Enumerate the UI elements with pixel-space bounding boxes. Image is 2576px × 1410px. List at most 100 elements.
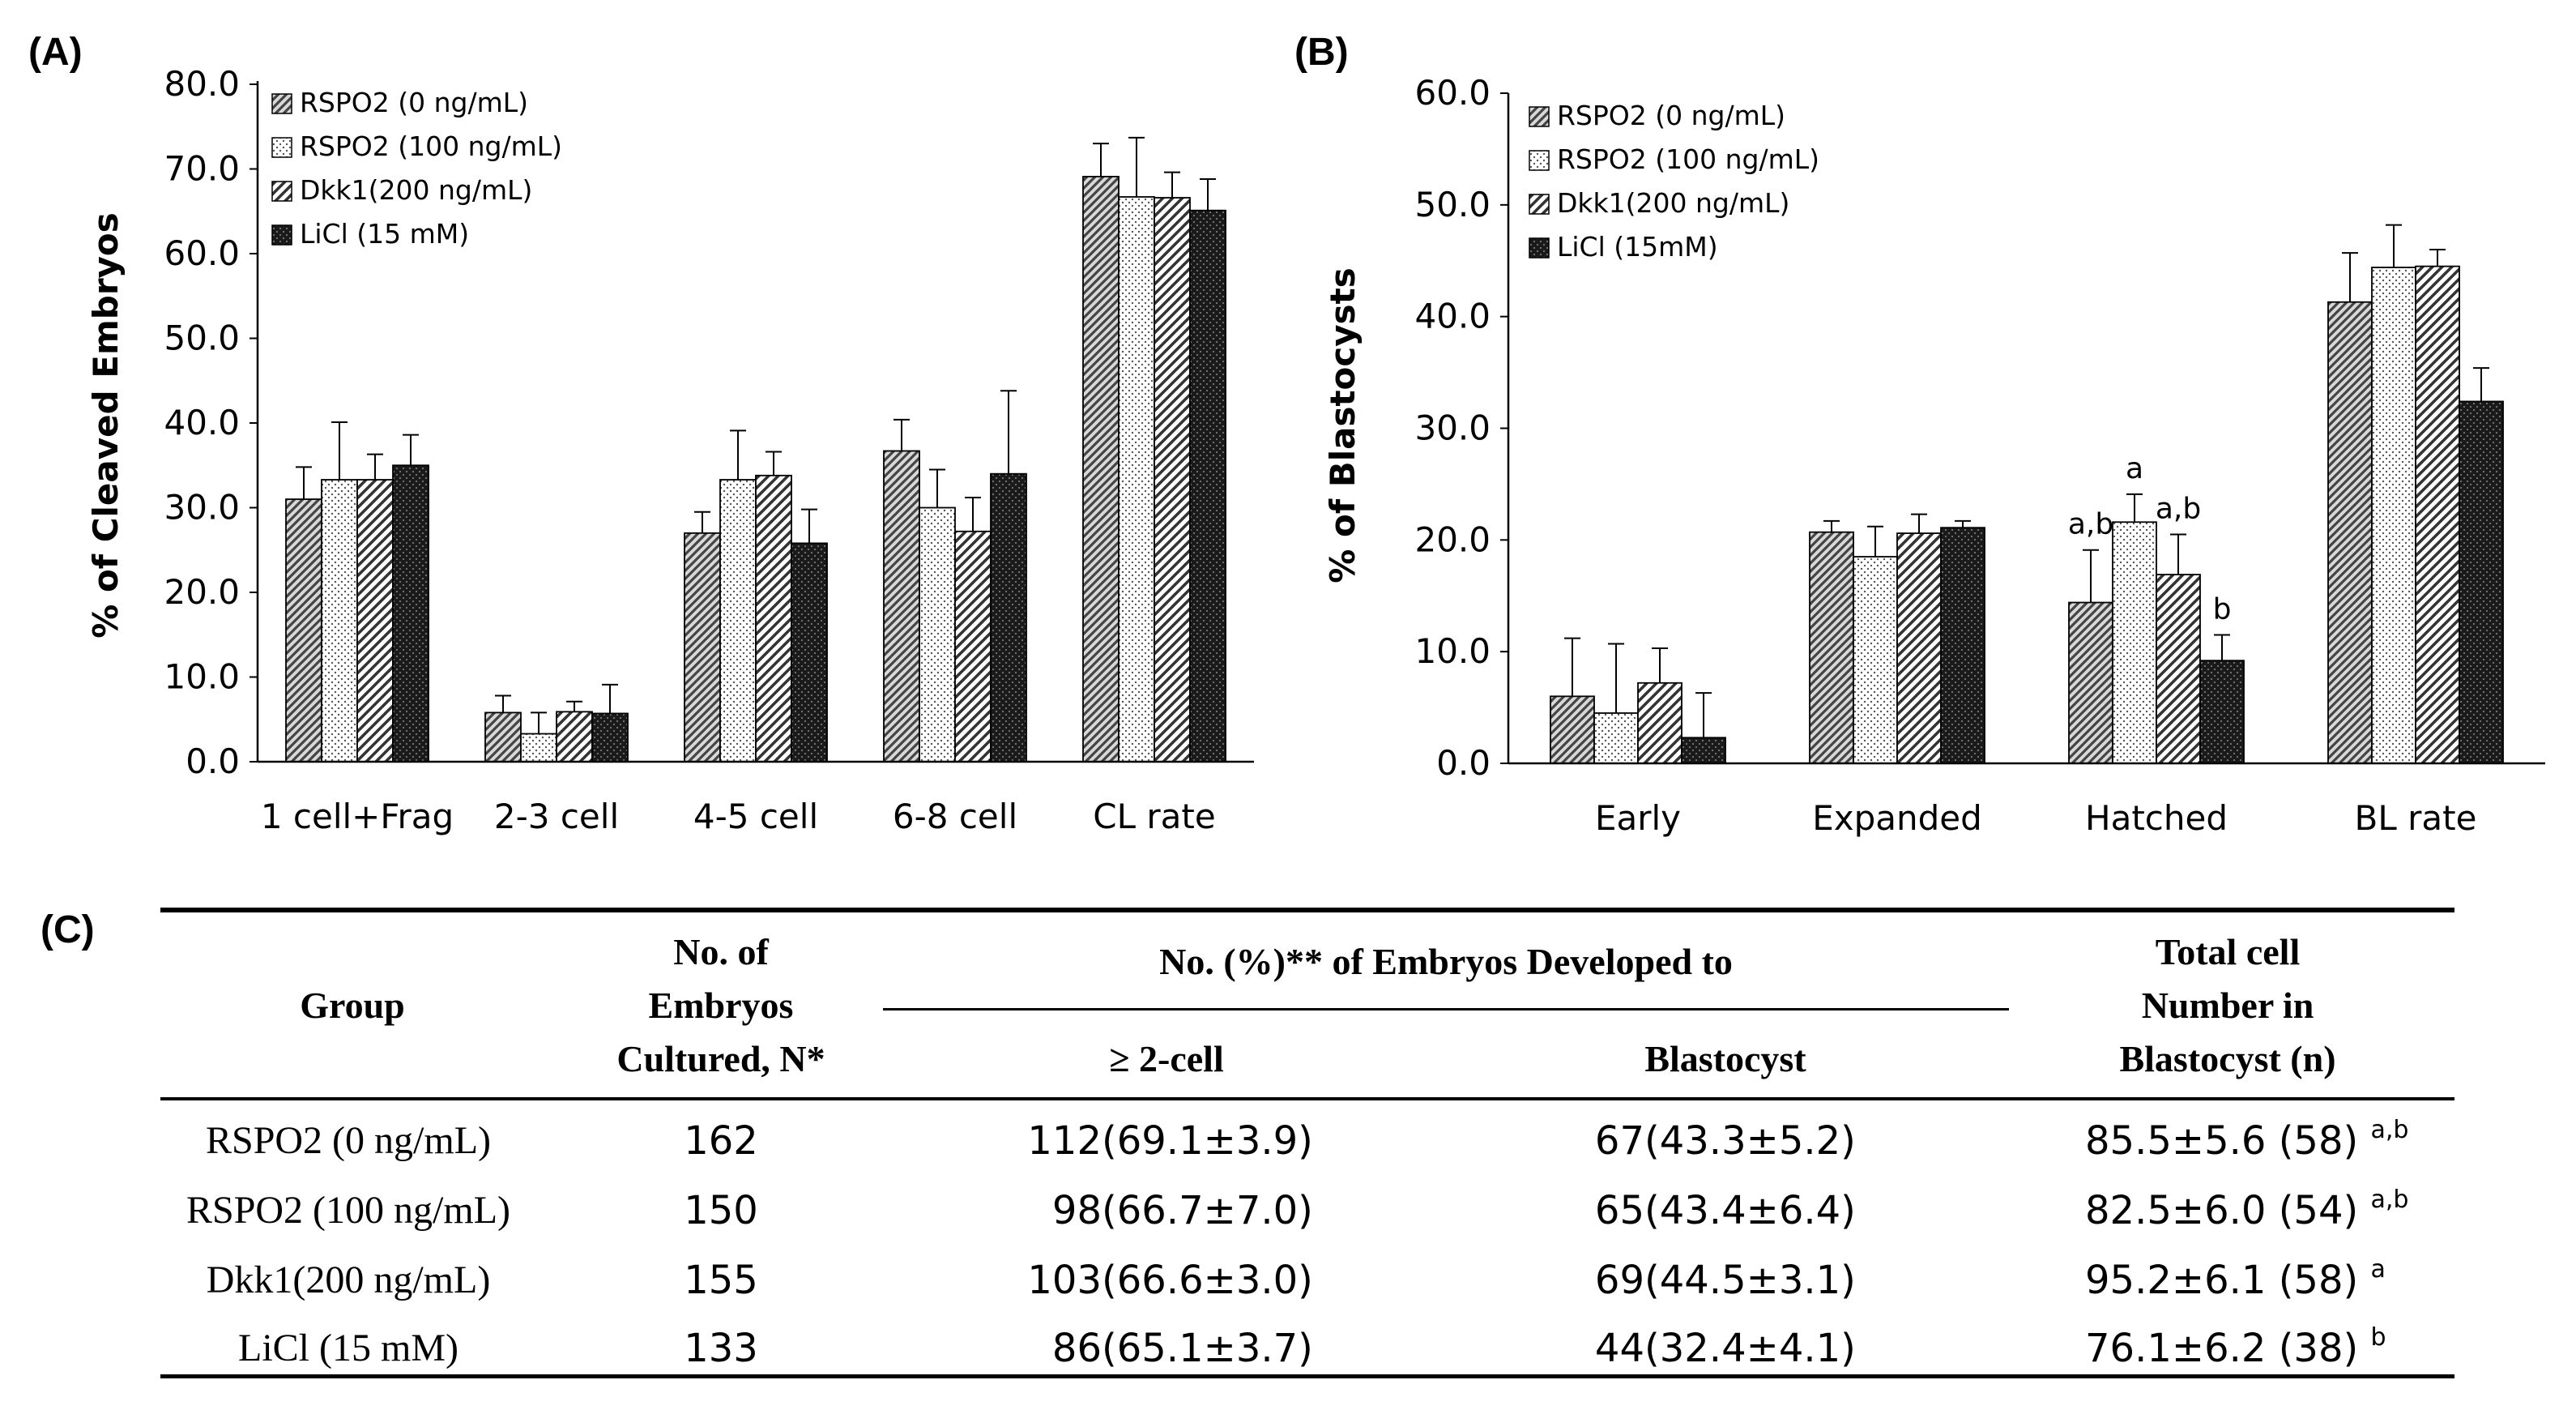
x-category-label: 1 cell+Frag xyxy=(261,797,454,836)
header-blastocyst: Blastocyst xyxy=(1644,1038,1806,1079)
legend-swatch-0 xyxy=(1529,106,1550,127)
row-3-cleaved: 86(65.1±3.7) xyxy=(956,1324,1320,1373)
legend-swatch-2 xyxy=(1529,194,1550,215)
y-tick-label: 10.0 xyxy=(164,657,240,697)
header-total-line-3: Blastocyst (n) xyxy=(2119,1038,2336,1079)
bar-6-8-cell-series-2 xyxy=(954,530,992,763)
row-1-cultured: 150 xyxy=(684,1188,758,1233)
row-1-blastocyst: 65(43.4±6.4) xyxy=(1515,1186,1879,1235)
bar-early-series-2 xyxy=(1637,682,1683,764)
bar-2-3-cell-series-0 xyxy=(484,711,522,763)
bar-early-series-0 xyxy=(1550,695,1595,764)
row-0-cultured: 162 xyxy=(684,1118,758,1164)
table-top-rule xyxy=(160,908,2454,912)
legend-label-1: RSPO2 (100 ng/mL) xyxy=(300,130,562,162)
x-category-label: 6-8 cell xyxy=(893,797,1017,836)
header-cultured-line-1: No. of xyxy=(673,931,769,972)
bar-4-5-cell-series-2 xyxy=(755,474,792,763)
bar-hatched-series-2 xyxy=(2156,574,2201,764)
x-category-label: Expanded xyxy=(1812,798,1982,838)
row-2-total-n: (58) xyxy=(2278,1258,2359,1303)
bar-4-5-cell-series-1 xyxy=(719,479,757,763)
row-3-total-sig: b xyxy=(2370,1323,2386,1352)
bar-cl-rate-series-2 xyxy=(1154,197,1191,763)
legend-label-2: Dkk1(200 ng/mL) xyxy=(300,174,532,206)
y-axis-label-a: % of Cleaved Embryos xyxy=(86,212,126,639)
row-2-total-sig: a xyxy=(2370,1255,2386,1284)
bar-expanded-series-3 xyxy=(1940,527,1985,764)
row-3-blastocyst-count: 44 xyxy=(1594,1326,1644,1371)
row-3-total-n: (38) xyxy=(2278,1326,2359,1371)
header-group: Group xyxy=(300,985,405,1026)
panel-label-b: (B) xyxy=(1294,31,1349,74)
y-tick-label: 80.0 xyxy=(164,64,240,104)
row-1-total: 82.5±6.0 (54) a,b xyxy=(2085,1186,2442,1235)
row-0-total-n: (58) xyxy=(2278,1118,2359,1164)
row-3-group: LiCl (15 mM) xyxy=(238,1327,458,1369)
row-1-cleaved-count: 98 xyxy=(1051,1188,1102,1233)
y-tick-label: 50.0 xyxy=(164,318,240,358)
row-0-blastocyst-count: 67 xyxy=(1594,1118,1644,1164)
bar-1-cell-frag-series-3 xyxy=(392,464,429,763)
header-cultured-line-3: Cultured, N* xyxy=(616,1038,825,1079)
row-2-cultured: 155 xyxy=(684,1258,758,1303)
y-tick-label: 60.0 xyxy=(164,233,240,273)
row-0-cleaved-pct: (69.1±3.9) xyxy=(1102,1118,1313,1164)
bar-2-3-cell-series-2 xyxy=(556,711,593,763)
y-tick-label: 40.0 xyxy=(164,403,240,442)
legend-label-3: LiCl (15 mM) xyxy=(300,218,469,250)
legend-label-0: RSPO2 (0 ng/mL) xyxy=(1557,100,1785,131)
y-axis-label-b: % of Blastocysts xyxy=(1323,267,1363,583)
row-2-cleaved-pct: (66.6±3.0) xyxy=(1102,1258,1313,1303)
row-0-blastocyst: 67(43.3±5.2) xyxy=(1515,1117,1879,1165)
x-category-label: BL rate xyxy=(2355,798,2477,838)
bar-bl-rate-series-2 xyxy=(2415,265,2460,764)
row-2-cleaved-count: 103 xyxy=(1027,1258,1102,1303)
bar-2-3-cell-series-1 xyxy=(520,733,557,763)
row-3-cleaved-count: 86 xyxy=(1051,1326,1102,1371)
row-3-cultured: 133 xyxy=(684,1326,758,1371)
table-mid-rule xyxy=(883,1008,2009,1010)
bar-bl-rate-series-0 xyxy=(2327,301,2373,764)
y-tick-label: 0.0 xyxy=(186,741,240,781)
bar-cl-rate-series-0 xyxy=(1082,176,1120,763)
panel-label-a: (A) xyxy=(28,31,83,74)
bar-hatched-series-3 xyxy=(2199,660,2245,764)
legend-label-0: RSPO2 (0 ng/mL) xyxy=(300,87,528,118)
row-2-blastocyst-count: 69 xyxy=(1594,1258,1644,1303)
row-0-cleaved: 112(69.1±3.9) xyxy=(956,1117,1320,1165)
row-1-total-value: 82.5±6.0 xyxy=(2085,1188,2267,1233)
row-3-blastocyst-pct: (32.4±4.1) xyxy=(1644,1326,1856,1371)
bar-1-cell-frag-series-2 xyxy=(356,479,394,763)
bar-1-cell-frag-series-0 xyxy=(285,498,322,763)
row-0-total-sig: a,b xyxy=(2370,1116,2409,1144)
bar-1-cell-frag-series-1 xyxy=(321,479,358,763)
header-total-line-1: Total cell xyxy=(2155,931,2301,972)
legend-swatch-1 xyxy=(1529,150,1550,171)
results-table: (C) Group No. of Embryos Cultured, N* No… xyxy=(0,875,2576,1410)
bar-4-5-cell-series-0 xyxy=(684,532,721,763)
chart-a: (A) % of Cleaved Embryos 0.0 10.0 20.0 30.0… xyxy=(28,31,1254,836)
legend-swatch-2 xyxy=(271,181,292,202)
bar-early-series-1 xyxy=(1593,712,1639,764)
y-tick-label: 10.0 xyxy=(1414,631,1491,671)
y-tick-label: 70.0 xyxy=(164,149,240,189)
y-tick-label: 0.0 xyxy=(1436,743,1491,783)
x-category-label: 2-3 cell xyxy=(494,797,619,836)
x-category-label: 4-5 cell xyxy=(693,797,818,836)
row-1-total-sig: a,b xyxy=(2370,1186,2409,1214)
row-1-total-n: (54) xyxy=(2278,1188,2359,1233)
y-tick-label: 20.0 xyxy=(164,572,240,612)
legend-label-1: RSPO2 (100 ng/mL) xyxy=(1557,143,1819,175)
legend-swatch-0 xyxy=(271,93,292,114)
bar-2-3-cell-series-3 xyxy=(591,712,629,763)
y-tick-label: 30.0 xyxy=(164,488,240,528)
x-category-label: Hatched xyxy=(2085,798,2228,838)
significance-label: a,b xyxy=(2068,508,2113,541)
bar-hatched-series-1 xyxy=(2112,521,2157,764)
table-bottom-rule xyxy=(160,1374,2454,1378)
bar-6-8-cell-series-1 xyxy=(919,506,956,763)
bar-6-8-cell-series-3 xyxy=(990,472,1027,763)
panel-label-c: (C) xyxy=(41,908,95,951)
row-1-blastocyst-pct: (43.4±6.4) xyxy=(1644,1188,1856,1233)
